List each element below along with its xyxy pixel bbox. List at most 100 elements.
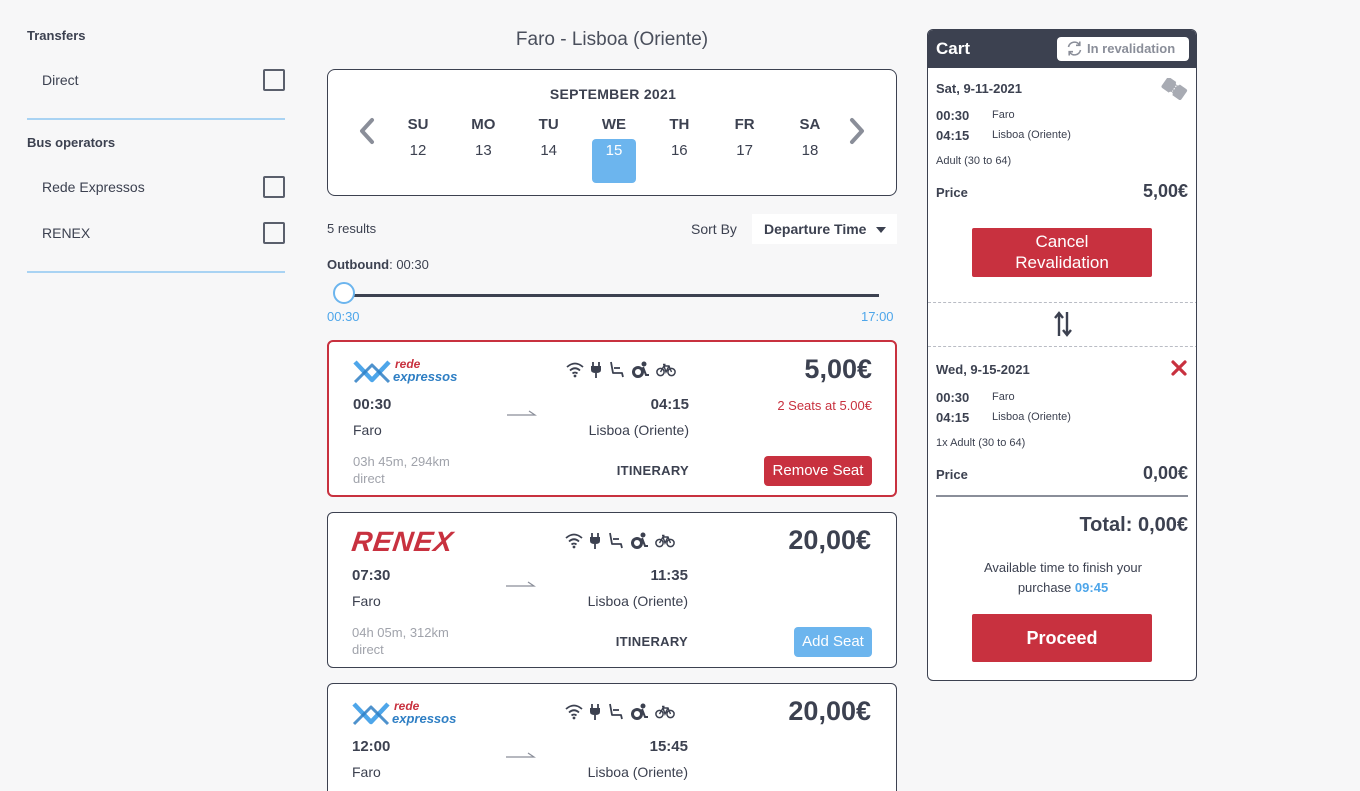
calendar-day-selected[interactable]: WE 15 [591,116,636,183]
day-number: 14 [540,142,557,159]
duration-distance: 03h 45m, 294km [353,454,450,469]
cart-new-arr-place: Lisboa (Oriente) [992,411,1071,423]
calendar-day[interactable]: SA 18 [788,116,832,183]
departure-time: 12:00 [352,738,391,755]
swap-icon [1052,310,1074,343]
cart-panel: Cart In revalidation Sat, 9-11-2021 00:3… [927,29,1197,681]
day-number: 13 [474,142,492,159]
time-slider-handle[interactable] [333,282,355,304]
add-seat-button[interactable]: Add Seat [794,627,872,657]
rede-expressos-checkbox[interactable] [263,176,285,198]
trip-price: 5,00€ [804,354,872,384]
slider-max-label: 17:00 [861,309,894,324]
remove-icon[interactable] [1170,359,1188,381]
reclining-seat-icon [607,703,623,721]
arrow-right-icon [506,575,536,593]
calendar-day[interactable]: MO 13 [461,116,505,183]
departure-time: 07:30 [352,567,391,584]
cart-new-price: 0,00€ [1142,463,1188,483]
arrival-time: 11:35 [650,567,688,584]
cart-title: Cart [936,39,971,58]
trip-duration: 04h 05m, 312km direct [352,624,449,658]
arrival-time: 04:15 [650,396,689,413]
reclining-seat-icon [608,361,624,379]
cancel-label-line2: Revalidation [1015,253,1109,272]
cart-new-pax: 1x Adult (30 to 64) [936,437,1026,449]
trip-card[interactable]: rede expressos 20,00€ 12:00 15:45 Faro L… [327,683,897,791]
transfers-title: Transfers [27,28,86,43]
itinerary-link[interactable]: ITINERARY [616,463,689,478]
rede-expressos-logo: rede expressos [352,699,456,729]
day-of-week: SU [407,116,429,133]
amenities [565,702,675,722]
origin: Faro [352,593,381,609]
transfer-type: direct [353,471,385,486]
cart-new-price-label: Price [936,467,968,482]
available-time-text: Available time to finish your purchase 0… [938,558,1188,598]
bicycle-icon [655,705,675,719]
remove-seat-button[interactable]: Remove Seat [764,456,872,486]
day-of-week: WE [601,116,627,133]
bicycle-icon [655,534,675,548]
direct-checkbox[interactable] [263,69,285,91]
cart-original-price-label: Price [936,185,968,200]
calendar-day[interactable]: TU 14 [527,116,571,183]
day-of-week: SA [799,116,821,133]
day-number: 12 [409,142,427,159]
day-number: 18 [801,142,819,159]
amenities [565,531,675,551]
power-outlet-icon [589,703,601,721]
time-slider-track[interactable] [344,294,879,297]
caret-down-icon [876,227,886,233]
filter-direct[interactable]: Direct [42,69,285,93]
filter-rede-expressos[interactable]: Rede Expressos [42,176,285,200]
chevron-left-icon[interactable] [358,117,376,151]
trip-card[interactable]: rede expressos 5,00€ 00:30 04:15 2 Seats… [327,340,897,497]
accessibility-icon [629,532,649,550]
available-text-line2: purchase [1017,580,1072,595]
itinerary-link[interactable]: ITINERARY [615,634,688,649]
origin: Faro [353,422,382,438]
revalidation-badge: In revalidation [1057,37,1189,61]
logo-text-top: rede [395,357,421,371]
calendar-day[interactable]: TH 16 [657,116,701,183]
day-of-week: FR [734,116,755,133]
renex-checkbox[interactable] [263,222,285,244]
seats-note: 2 Seats at 5.00€ [777,398,872,413]
operators-title: Bus operators [27,135,116,150]
calendar-days: SU 12 MO 13 TU 14 WE 15 TH 16 FR 17 SA 18 [396,116,832,183]
transfer-type: direct [352,642,384,657]
available-text-line1: Available time to finish your [983,560,1142,575]
trip-card[interactable]: RENEX 20,00€ 07:30 11:35 Faro Lisboa (Or… [327,512,897,668]
slider-min-label: 00:30 [327,309,360,324]
calendar-day[interactable]: FR 17 [723,116,767,183]
cart-new-dep-place: Faro [992,391,1015,403]
day-number: 15 [591,139,636,183]
trip-price: 20,00€ [788,525,871,555]
filter-rede-expressos-label: Rede Expressos [42,179,145,195]
filter-renex[interactable]: RENEX [42,222,285,246]
origin: Faro [352,764,381,780]
cart-total: Total: 0,00€ [1079,514,1188,536]
sort-select[interactable]: Departure Time [752,214,897,244]
trip-price: 20,00€ [788,696,871,726]
calendar-day[interactable]: SU 12 [396,116,440,183]
wifi-icon [565,704,583,720]
power-outlet-icon [589,532,601,550]
cancel-revalidation-button[interactable]: Cancel Revalidation [972,228,1152,277]
departure-time: 00:30 [353,396,392,413]
accessibility-icon [630,361,650,379]
calendar-month: SEPTEMBER 2021 [549,86,677,102]
arrow-right-icon [506,746,536,764]
wifi-icon [565,533,583,549]
cancel-label-line1: Cancel [1035,232,1089,251]
cart-total-separator [936,495,1188,497]
proceed-button[interactable]: Proceed [972,614,1152,662]
cart-original-arr-place: Lisboa (Oriente) [992,129,1071,141]
chevron-right-icon[interactable] [848,117,866,151]
cart-new-date: Wed, 9-15-2021 [936,362,1030,377]
outbound-value: : 00:30 [389,257,429,272]
sidebar-divider [27,271,285,273]
cart-divider [928,302,1196,303]
sort-value: Departure Time [764,221,867,237]
